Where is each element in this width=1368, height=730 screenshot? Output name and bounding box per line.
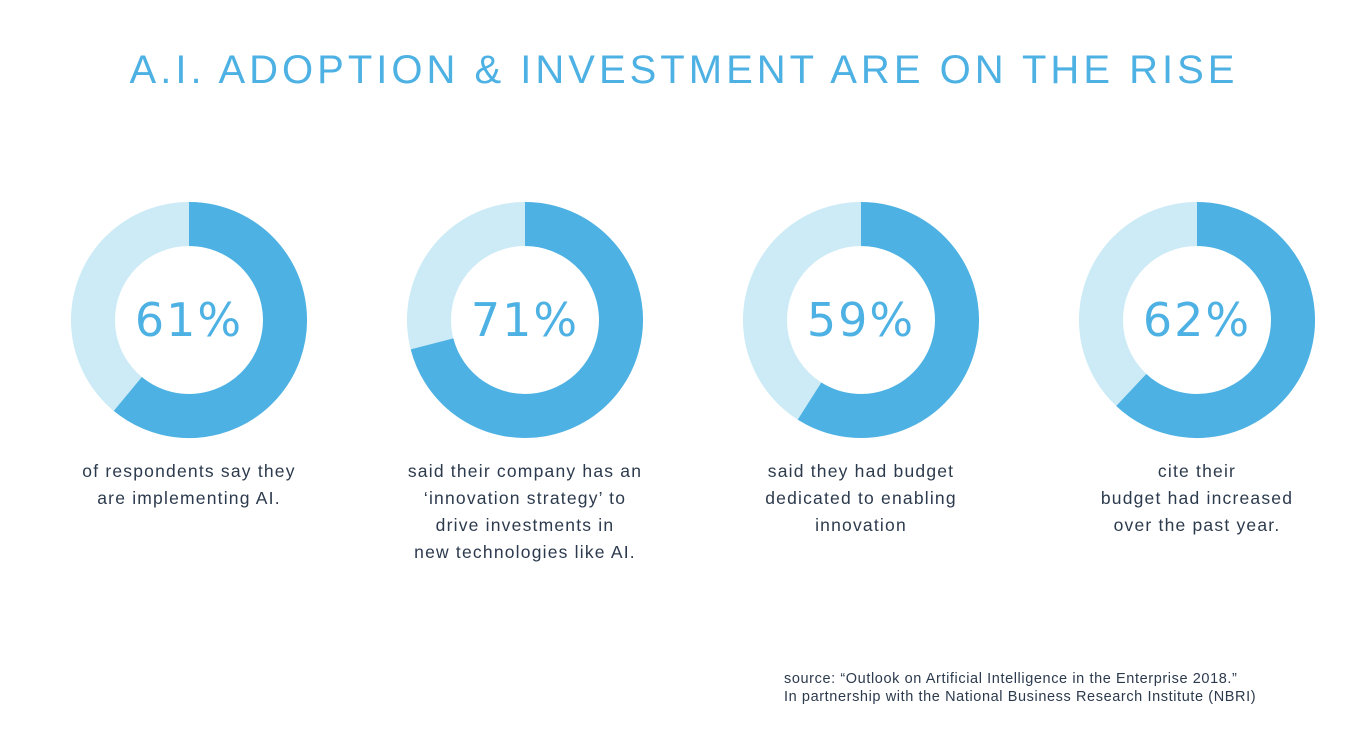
caption-line: said their company has an (407, 461, 643, 481)
donut-chart-4: 62% (1079, 202, 1315, 438)
caption-line: budget had increased (1100, 488, 1294, 508)
percent-label-4: 62% (1143, 293, 1251, 347)
percent-label-3: 59% (807, 293, 915, 347)
stat-card-2: 71% said their company has an ‘innovatio… (365, 200, 685, 566)
caption-line: innovation (815, 515, 907, 535)
caption-4: cite their budget had increased over the… (1037, 458, 1357, 539)
stat-card-3: 59% said they had budget dedicated to en… (701, 200, 1021, 539)
percent-label-2: 71% (471, 293, 579, 347)
stat-card-4: 62% cite their budget had increased over… (1037, 200, 1357, 539)
percent-label-1: 61% (135, 293, 243, 347)
source-line-1: source: “Outlook on Artificial Intellige… (784, 671, 1238, 687)
caption-2: said their company has an ‘innovation st… (365, 458, 685, 566)
caption-line: said they had budget (767, 461, 955, 481)
donut-chart-1: 61% (71, 202, 307, 438)
caption-line: of respondents say they (82, 461, 296, 481)
caption-3: said they had budget dedicated to enabli… (701, 458, 1021, 539)
donut-arc-3 (797, 202, 979, 438)
source-citation: source: “Outlook on Artificial Intellige… (784, 670, 1256, 706)
donut-arc-4 (1116, 202, 1315, 438)
donut-arc-1 (113, 202, 307, 438)
donut-chart-2: 71% (407, 202, 643, 438)
page-title: A.I. ADOPTION & INVESTMENT ARE ON THE RI… (129, 48, 1239, 92)
caption-line: are implementing AI. (97, 488, 281, 508)
caption-line: cite their (1157, 461, 1237, 481)
caption-line: ‘innovation strategy’ to (423, 488, 627, 508)
caption-line: over the past year. (1113, 515, 1281, 535)
caption-line: new technologies like AI. (414, 542, 636, 562)
caption-line: dedicated to enabling (765, 488, 957, 508)
donut-arc-2 (410, 202, 643, 438)
caption-line: drive investments in (435, 515, 615, 535)
caption-1: of respondents say they are implementing… (29, 458, 349, 512)
donut-chart-3: 59% (743, 202, 979, 438)
source-line-2: In partnership with the National Busines… (784, 689, 1257, 705)
stat-card-1: 61% of respondents say they are implemen… (29, 200, 349, 512)
